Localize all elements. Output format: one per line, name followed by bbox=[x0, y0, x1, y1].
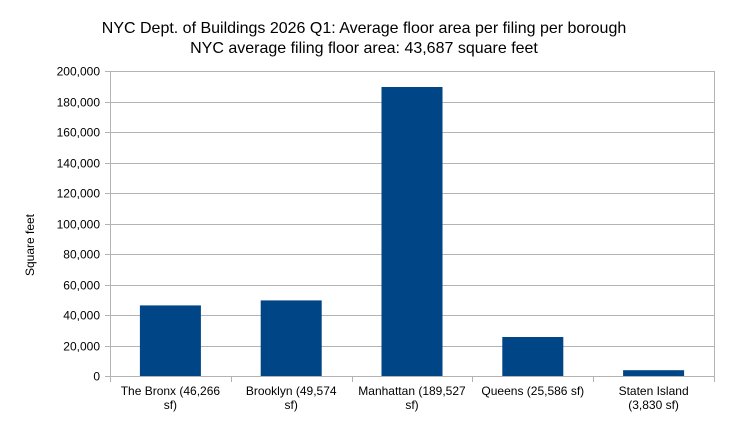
x-tick-label: Staten Island (3,830 sf) bbox=[619, 384, 689, 412]
x-tick-label: Queens (25,586 sf) bbox=[481, 384, 584, 398]
chart-subtitle: NYC average filing floor area: 43,687 sq… bbox=[190, 40, 538, 57]
bar bbox=[260, 300, 322, 376]
y-tick-label: 160,000 bbox=[57, 126, 101, 140]
bar bbox=[502, 337, 564, 376]
y-tick-label: 0 bbox=[93, 370, 100, 384]
x-tick-label: Brooklyn (49,574 sf) bbox=[246, 384, 337, 412]
y-tick-label: 60,000 bbox=[63, 279, 100, 293]
bar bbox=[139, 305, 201, 376]
y-tick-label: 40,000 bbox=[63, 309, 100, 323]
y-tick-labels: 0 20,000 40,000 60,000 80,000 100,000 120,000 1… bbox=[57, 65, 101, 384]
y-tick-label: 80,000 bbox=[63, 248, 100, 262]
bar bbox=[381, 87, 443, 376]
y-axis-label: Square feet bbox=[23, 213, 37, 276]
x-tick-label: The Bronx (46,266 sf) bbox=[121, 384, 221, 412]
x-tick-labels: The Bronx (46,266 sf) Brooklyn (49,574 sf) M… bbox=[121, 384, 689, 412]
x-tick-label: Manhattan (189,527 sf) bbox=[358, 384, 466, 412]
axes bbox=[110, 71, 715, 382]
y-tick-label: 100,000 bbox=[57, 218, 101, 232]
chart-title: NYC Dept. of Buildings 2026 Q1: Average … bbox=[102, 20, 626, 37]
y-tick-label: 200,000 bbox=[57, 65, 101, 79]
y-tick-label: 120,000 bbox=[57, 187, 101, 201]
y-tick-label: 180,000 bbox=[57, 96, 101, 110]
bar bbox=[623, 370, 685, 376]
y-tick-label: 20,000 bbox=[63, 340, 100, 354]
y-tick-label: 140,000 bbox=[57, 157, 101, 171]
bars bbox=[139, 87, 685, 376]
